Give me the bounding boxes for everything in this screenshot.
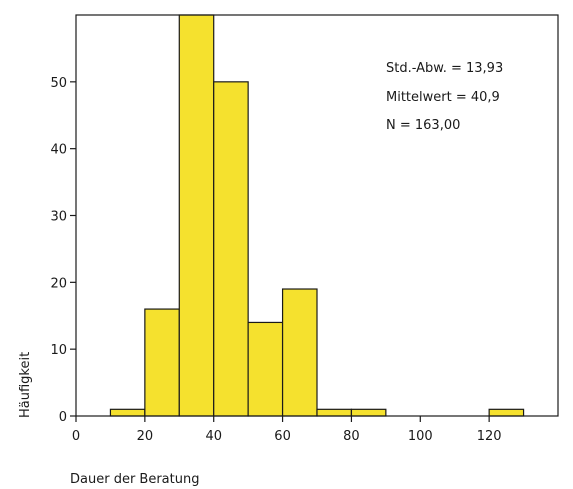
x-tick-label-120: 120 <box>477 429 502 444</box>
y-tick-label-20: 20 <box>50 276 67 291</box>
axis-ticks: 0 10 20 30 40 50 0 20 40 60 80 100 120 <box>50 76 501 444</box>
x-tick-label-60: 60 <box>274 429 291 444</box>
y-axis-title: Häufigkeit <box>18 352 33 418</box>
histogram-bar-60-70 <box>281 288 318 417</box>
stat-mean: Mittelwert = 40,9 <box>386 90 500 105</box>
histogram-bar-10-20 <box>109 408 146 417</box>
stat-n: N = 163,00 <box>386 118 460 133</box>
x-tick-label-20: 20 <box>137 429 154 444</box>
y-tick-label-10: 10 <box>50 343 67 358</box>
histogram-bar-20-30 <box>144 308 180 417</box>
y-tick-label-50: 50 <box>50 76 67 91</box>
y-tick-label-0: 0 <box>59 410 67 425</box>
x-tick-label-100: 100 <box>408 429 433 444</box>
histogram-bar-80-90 <box>350 408 387 417</box>
histogram-bar-40-50 <box>213 81 249 417</box>
statistics-box: Std.-Abw. = 13,93 Mittelwert = 40,9 N = … <box>386 61 503 133</box>
histogram-bar-30-40 <box>178 14 215 417</box>
x-tick-label-0: 0 <box>72 429 80 444</box>
x-axis-title: Dauer der Beratung <box>70 472 199 487</box>
histogram-bar-120-130 <box>488 408 525 417</box>
x-tick-label-40: 40 <box>205 429 222 444</box>
stat-std-dev: Std.-Abw. = 13,93 <box>386 61 503 76</box>
y-tick-label-40: 40 <box>50 143 67 158</box>
x-tick-label-80: 80 <box>343 429 360 444</box>
histogram-bar-70-80 <box>316 408 353 417</box>
y-tick-label-30: 30 <box>50 210 67 225</box>
histogram-bars <box>109 14 525 417</box>
histogram-bar-50-60 <box>247 321 284 417</box>
